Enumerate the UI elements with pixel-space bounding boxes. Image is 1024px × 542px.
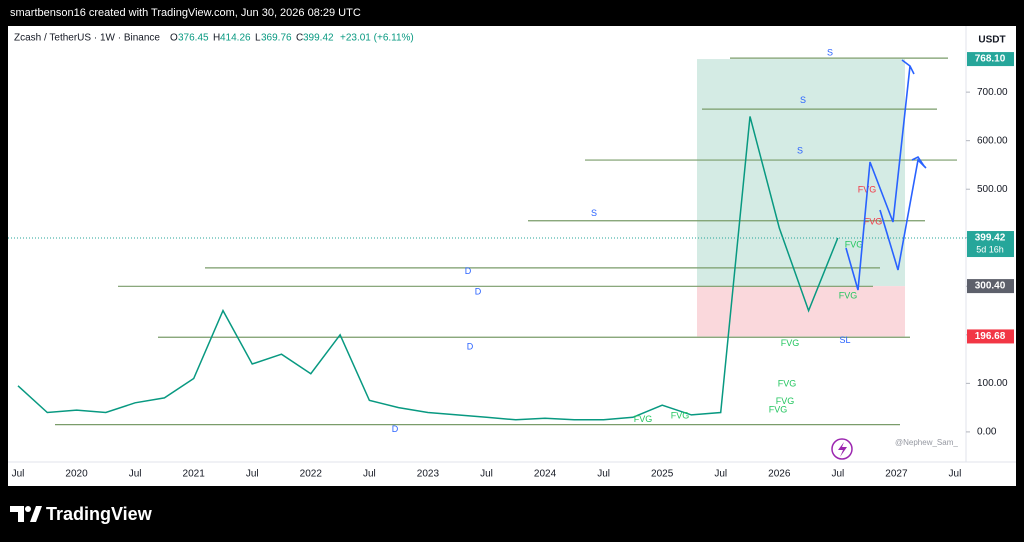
annotation: FVG: [778, 379, 797, 389]
arrow-head: [901, 59, 915, 75]
annotation: D: [475, 286, 482, 296]
annotation: D: [467, 341, 474, 351]
brand: TradingView: [46, 504, 153, 524]
price-label-box: [967, 52, 1014, 67]
close: 399.42: [303, 33, 334, 44]
h-label: H: [213, 33, 220, 44]
high: 414.26: [220, 33, 251, 44]
annotation: S: [827, 48, 833, 58]
o-label: O: [170, 33, 178, 44]
annotation: FVG: [781, 338, 800, 348]
y-tick-label: 600.00: [977, 135, 1008, 146]
alert-bolt: [838, 442, 847, 457]
low: 369.76: [261, 33, 292, 44]
price-label: 399.42: [975, 233, 1006, 244]
x-tick-label: 2026: [768, 469, 791, 480]
x-tick-label: Jul: [949, 469, 962, 480]
annotation: FVG: [839, 290, 858, 300]
x-tick-label: 2025: [651, 469, 674, 480]
annotation: S: [591, 208, 597, 218]
projection: [845, 59, 927, 291]
x-tick-label: 2020: [65, 469, 88, 480]
annotation: SL: [839, 335, 850, 345]
annotation: FVG: [634, 414, 653, 424]
price-label-box: [967, 231, 1014, 258]
symbol: Zcash / TetherUS · 1W · Binance: [14, 33, 160, 44]
arrow-head-2: [911, 155, 925, 167]
zone: [697, 286, 905, 337]
plot: 0.00100.00200.00300.00400.00500.00600.00…: [8, 48, 1014, 480]
price-label-box: [967, 329, 1014, 344]
x-tick-label: 2023: [417, 469, 440, 480]
price-label-box: [967, 279, 1014, 294]
x-tick-label: Jul: [12, 469, 25, 480]
zone: [697, 59, 905, 287]
credit: smartbenson16 created with TradingView.c…: [10, 7, 361, 19]
x-tick-label: 2021: [183, 469, 206, 480]
x-tick-label: Jul: [129, 469, 142, 480]
price-label: 300.40: [975, 281, 1006, 292]
price-label: 768.10: [975, 54, 1006, 65]
legend: Zcash / TetherUS · 1W · Binance O 376.45…: [14, 33, 414, 44]
annotation: FVG: [845, 239, 864, 249]
x-tick-label: Jul: [597, 469, 610, 480]
projection-path: [845, 65, 911, 291]
y-tick-label: 700.00: [977, 87, 1008, 98]
watermark: @Nephew_Sam_: [895, 438, 958, 447]
price-label: 196.68: [975, 331, 1006, 342]
y-tick-label: 0.00: [977, 427, 997, 438]
logo-dot: [25, 506, 31, 512]
l-label: L: [255, 33, 261, 44]
currency: USDT: [978, 35, 1005, 46]
x-tick-label: Jul: [363, 469, 376, 480]
x-tick-label: Jul: [714, 469, 727, 480]
y-tick-label: 500.00: [977, 184, 1008, 195]
x-tick-label: Jul: [246, 469, 259, 480]
price-line: [17, 116, 839, 421]
annotation: D: [465, 266, 472, 276]
annotation: D: [392, 424, 399, 434]
open: 376.45: [178, 33, 209, 44]
price-label-sub: 5d 16h: [976, 244, 1004, 254]
logo: TradingView: [10, 504, 153, 524]
annotation: S: [800, 95, 806, 105]
logo-mark: [10, 506, 24, 522]
x-tick-label: Jul: [831, 469, 844, 480]
x-tick-label: 2022: [300, 469, 323, 480]
annotation: FVG: [776, 396, 795, 406]
logo-slash: [30, 506, 42, 522]
x-tick-label: 2027: [885, 469, 908, 480]
x-tick-label: Jul: [480, 469, 493, 480]
c-label: C: [296, 33, 303, 44]
change: +23.01 (+6.11%): [340, 33, 414, 44]
y-tick-label: 100.00: [977, 378, 1008, 389]
annotation: FVG: [864, 217, 883, 227]
annotation: FVG: [671, 410, 690, 420]
alert-icon[interactable]: [831, 438, 853, 460]
annotation: FVG: [769, 404, 788, 414]
x-tick-label: 2024: [534, 469, 557, 480]
annotation: S: [797, 146, 803, 156]
